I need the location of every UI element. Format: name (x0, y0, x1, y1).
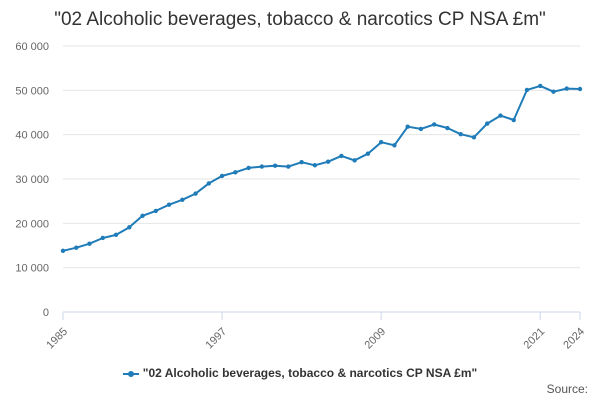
x-axis: 1985 1997 2009 2021 2024 (44, 311, 587, 352)
data-point[interactable] (511, 117, 516, 123)
y-tick-label: 0 (43, 307, 49, 319)
y-tick-label: 20 000 (15, 218, 49, 230)
data-point[interactable] (180, 197, 185, 203)
legend-label: "02 Alcoholic beverages, tobacco & narco… (142, 366, 478, 380)
x-tick-label: 1997 (203, 326, 229, 352)
data-point[interactable] (153, 208, 158, 214)
data-point[interactable] (100, 235, 105, 241)
data-point[interactable] (206, 181, 212, 186)
data-point[interactable] (392, 143, 397, 148)
data-point[interactable] (405, 124, 410, 129)
data-point[interactable] (339, 153, 344, 159)
data-point[interactable] (431, 122, 437, 127)
y-axis: 0 10 000 20 000 30 000 40 000 50 000 60 000 (15, 41, 49, 319)
data-point[interactable] (312, 163, 318, 168)
data-point[interactable] (524, 87, 530, 93)
x-tick-label: 2009 (362, 326, 388, 352)
data-point[interactable] (564, 86, 569, 91)
data-point[interactable] (74, 245, 79, 250)
plot-area (60, 83, 583, 254)
y-tick-label: 30 000 (15, 174, 49, 186)
data-point[interactable] (166, 202, 172, 207)
data-point[interactable] (87, 241, 92, 246)
y-tick-label: 50 000 (15, 85, 49, 97)
data-point[interactable] (113, 232, 119, 238)
source-label: Source: (546, 382, 588, 396)
data-point[interactable] (233, 170, 238, 175)
data-point[interactable] (140, 213, 145, 218)
data-point[interactable] (365, 151, 371, 156)
data-point[interactable] (299, 159, 304, 165)
data-point[interactable] (259, 164, 265, 169)
legend[interactable]: "02 Alcoholic beverages, tobacco & narco… (0, 366, 600, 380)
data-point[interactable] (325, 159, 331, 164)
x-tick-label: 2024 (561, 326, 587, 352)
data-point[interactable] (471, 135, 477, 140)
data-point[interactable] (286, 164, 291, 169)
y-tick-label: 60 000 (15, 41, 49, 53)
y-tick-label: 40 000 (15, 130, 49, 142)
data-point[interactable] (246, 165, 251, 171)
chart-title: "02 Alcoholic beverages, tobacco & narco… (54, 9, 546, 30)
data-point[interactable] (193, 191, 198, 196)
data-point[interactable] (378, 140, 384, 145)
data-point[interactable] (458, 132, 463, 137)
x-tick-label: 1985 (44, 326, 70, 352)
data-point[interactable] (352, 158, 357, 163)
data-point[interactable] (551, 89, 556, 94)
data-point[interactable] (60, 248, 66, 254)
data-point[interactable] (577, 86, 583, 92)
data-point[interactable] (485, 121, 490, 126)
data-point[interactable] (272, 163, 278, 168)
grid-lines (63, 45, 580, 269)
data-point[interactable] (127, 225, 132, 230)
data-point[interactable] (498, 113, 503, 118)
x-tick-label: 2021 (522, 326, 548, 352)
data-point[interactable] (219, 173, 225, 179)
data-point[interactable] (418, 126, 424, 132)
data-point[interactable] (538, 83, 543, 89)
series-line (62, 84, 581, 252)
data-point[interactable] (445, 125, 450, 131)
legend-line-marker-icon (122, 369, 139, 379)
y-tick-label: 10 000 (15, 263, 49, 275)
